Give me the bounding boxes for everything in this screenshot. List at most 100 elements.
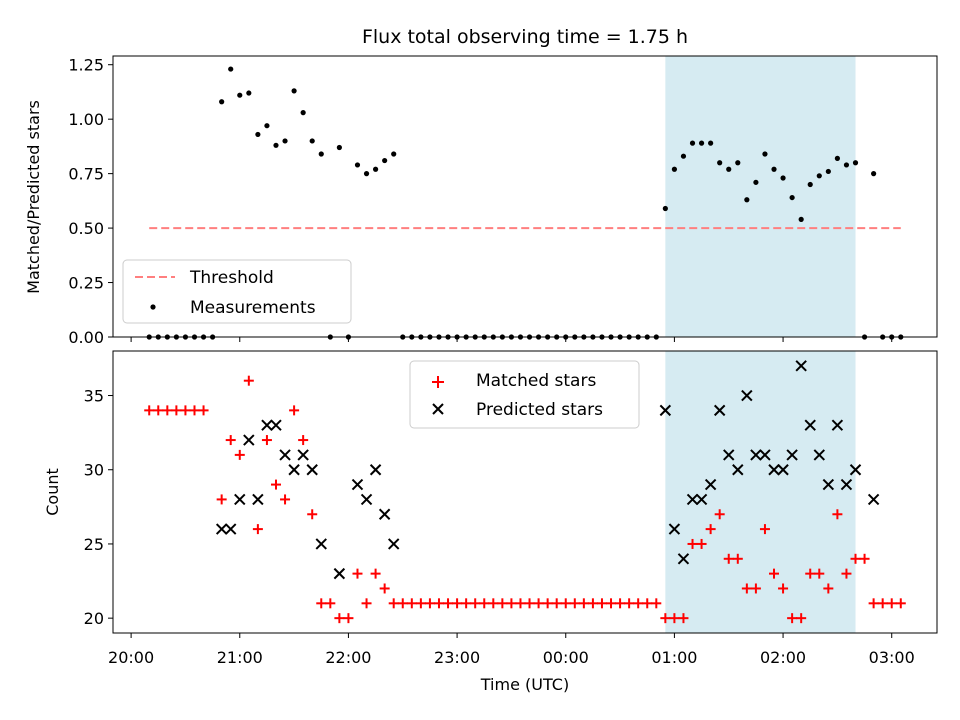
matched-star-point xyxy=(234,449,245,460)
x-tick-label: 23:00 xyxy=(434,648,480,667)
measurement-point xyxy=(708,140,714,146)
predicted-star-point xyxy=(849,464,862,476)
bottom-points xyxy=(144,360,906,624)
predicted-star-point xyxy=(369,464,382,476)
matched-star-point xyxy=(750,583,761,594)
measurement-point xyxy=(871,171,877,177)
measurement-point xyxy=(726,166,732,172)
measurement-point xyxy=(273,142,279,148)
matched-star-point xyxy=(624,598,635,609)
measurement-point xyxy=(282,138,288,144)
matched-star-point xyxy=(343,613,354,624)
matched-star-point xyxy=(280,494,291,505)
measurement-point xyxy=(843,162,850,168)
measurement-point xyxy=(318,151,324,157)
top-y-tick-label: 0.00 xyxy=(68,328,104,347)
matched-star-point xyxy=(642,598,653,609)
matched-star-point xyxy=(732,553,743,564)
measurement-point xyxy=(671,166,678,172)
matched-star-point xyxy=(578,598,589,609)
matched-star-point xyxy=(569,598,580,609)
matched-star-point xyxy=(497,598,508,609)
matched-star-point xyxy=(488,598,499,609)
bottom-legend-box xyxy=(409,360,640,429)
measurements-legend-label: Measurements xyxy=(190,298,316,318)
bottom-y-tick-label: 30 xyxy=(84,461,104,480)
predicted-star-point xyxy=(270,419,282,431)
matched-star-point xyxy=(551,598,562,609)
measurement-point xyxy=(372,166,379,172)
measurement-point xyxy=(354,162,361,168)
matched-star-point xyxy=(352,568,363,579)
bottom-y-tick-label: 25 xyxy=(84,535,104,554)
top-panel: 0.00 0.25 0.50 0.75 1.00 1.25 Flux total obse… xyxy=(24,26,938,347)
bottom-x-ticks: 20:00 21:00 22:00 23:00 00:00 01:00 02:00 03:00 xyxy=(108,633,915,667)
matched-star-point xyxy=(162,405,173,416)
matched-star-point xyxy=(225,435,236,446)
measurement-point xyxy=(382,157,388,164)
predicted-star-point xyxy=(759,449,771,461)
matched-star-point xyxy=(778,583,789,594)
bottom-y-ticks: 20 25 30 35 xyxy=(84,387,113,628)
predicted-star-point xyxy=(261,419,273,431)
predicted-star-point xyxy=(234,493,246,506)
measurement-point xyxy=(363,171,370,177)
predicted-star-point xyxy=(686,493,699,506)
matched-star-point xyxy=(316,598,327,609)
top-y-tick-label: 1.25 xyxy=(68,56,104,75)
matched-star-point xyxy=(180,405,191,416)
matched-star-point xyxy=(805,568,816,579)
threshold-legend-label: Threshold xyxy=(189,268,274,288)
matched-star-point xyxy=(524,598,535,609)
matched-star-point xyxy=(470,598,481,609)
matched-star-point xyxy=(506,598,517,609)
matched-star-point xyxy=(660,613,671,624)
measurement-point xyxy=(336,144,342,151)
matched-star-point xyxy=(406,598,417,609)
measurement-point xyxy=(300,110,306,116)
matched-star-point xyxy=(633,598,644,609)
top-y-ticks: 0.00 0.25 0.50 0.75 1.00 1.25 xyxy=(68,56,893,347)
matched-star-point xyxy=(596,598,607,609)
predicted-star-point xyxy=(279,449,291,461)
matched-star-point xyxy=(144,405,155,416)
predicted-star-point xyxy=(378,508,391,520)
matched-star-point xyxy=(198,405,209,416)
top-legend: Threshold Measurements xyxy=(122,259,352,324)
measurement-point xyxy=(680,153,687,159)
measurement-point xyxy=(825,168,831,175)
measurement-point xyxy=(789,194,795,201)
measurement-point xyxy=(735,160,741,166)
predicted-star-point xyxy=(795,360,807,372)
matched-star-point xyxy=(370,568,381,579)
top-shaded-interval xyxy=(665,56,856,337)
matched-star-point xyxy=(787,613,798,624)
predicted-star-point xyxy=(704,478,717,491)
predicted-star-point xyxy=(360,493,373,506)
top-title: Flux total observing time = 1.75 h xyxy=(362,26,688,48)
matched-star-point xyxy=(452,598,463,609)
measurement-point xyxy=(228,66,234,72)
x-tick-label: 02:00 xyxy=(760,648,806,667)
measurement-point xyxy=(816,173,822,179)
matched-star-point xyxy=(424,598,435,609)
predicted-star-point xyxy=(840,478,853,491)
predicted-star-point xyxy=(713,404,726,417)
measurement-point xyxy=(798,216,804,222)
predicted-star-point xyxy=(315,538,327,550)
measurement-point xyxy=(219,99,225,105)
matched-star-point xyxy=(606,598,617,609)
matched-star-point xyxy=(868,598,879,609)
measurement-point xyxy=(255,131,261,138)
matched-star-point xyxy=(361,598,372,609)
measurement-point xyxy=(852,160,859,166)
matched-star-point xyxy=(433,598,444,609)
top-y-tick-label: 0.25 xyxy=(68,274,104,293)
measurement-point xyxy=(762,151,768,157)
matched-star-point xyxy=(298,435,309,446)
matched-star-point xyxy=(705,524,716,535)
measurement-point xyxy=(771,166,777,172)
matched-star-point xyxy=(823,583,834,594)
predicted-star-point xyxy=(659,404,672,417)
